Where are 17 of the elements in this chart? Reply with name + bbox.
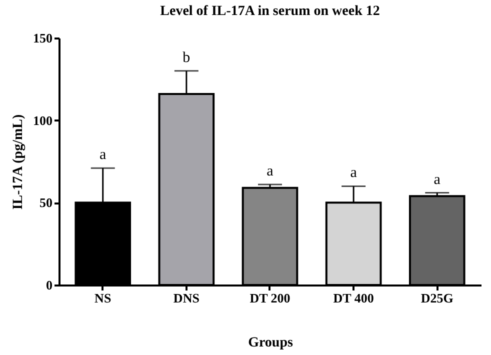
y-tick-label: 0 — [46, 278, 52, 292]
annotation: a — [350, 165, 358, 182]
y-tick-label: 50 — [40, 195, 52, 210]
annotation: a — [434, 172, 441, 188]
chart-title: Level of IL-17A in serum on week 12 — [160, 4, 380, 19]
x-tick-label: DT 200 — [250, 290, 290, 306]
y-axis-title: IL-17A (pg/mL) — [11, 114, 26, 210]
x-tick-label: NS — [94, 290, 112, 306]
annotation: a — [266, 164, 274, 180]
x-tick-label: D25G — [420, 290, 454, 306]
y-tick-label: 100 — [33, 112, 52, 128]
x-tick-label: DNS — [173, 290, 200, 306]
x-tick-label: DT 400 — [333, 290, 374, 306]
x-axis-title: Groups — [248, 336, 294, 350]
annotation: a — [100, 147, 107, 164]
y-tick-label: 150 — [33, 30, 52, 46]
annotation: b — [182, 50, 190, 66]
